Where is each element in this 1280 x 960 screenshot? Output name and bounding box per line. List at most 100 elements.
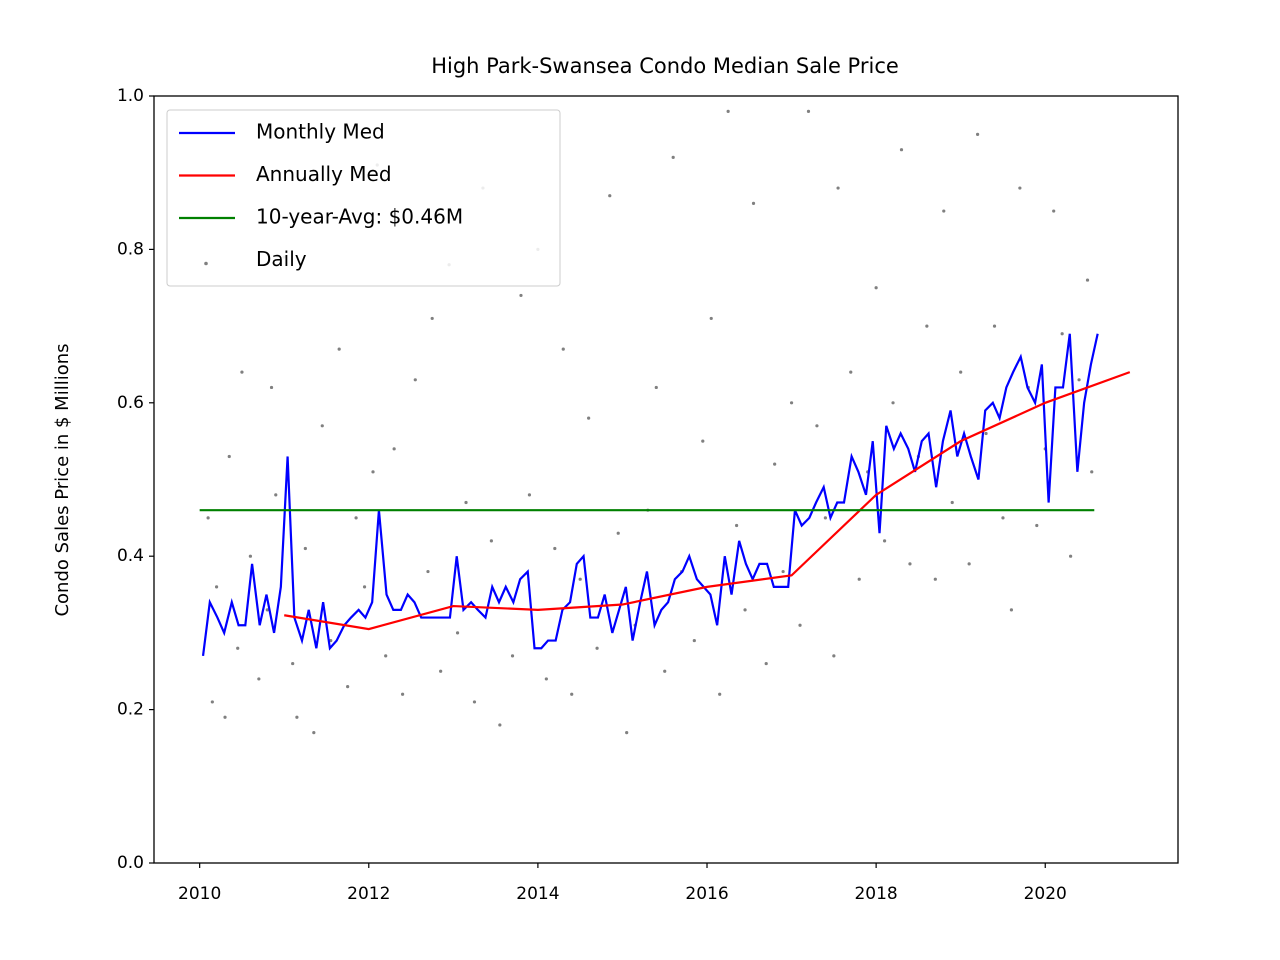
daily-point	[354, 516, 358, 520]
daily-point	[836, 186, 840, 190]
daily-point	[933, 577, 937, 581]
daily-point	[214, 585, 219, 589]
daily-point	[1052, 209, 1056, 213]
daily-point	[663, 669, 667, 673]
daily-point	[950, 500, 954, 505]
daily-point	[439, 669, 443, 673]
daily-point	[227, 454, 231, 459]
daily-point	[240, 370, 244, 374]
daily-point	[595, 646, 599, 650]
daily-point	[891, 401, 895, 405]
daily-point	[392, 447, 396, 451]
legend-box	[166, 109, 561, 287]
daily-point	[265, 608, 269, 612]
daily-point	[312, 731, 316, 735]
legend-label: 10-year-Avg: $0.46M	[256, 205, 463, 229]
daily-point	[291, 661, 295, 666]
daily-point	[269, 385, 274, 390]
x-tick-label: 2020	[1024, 884, 1067, 904]
daily-point	[384, 654, 388, 658]
daily-point	[206, 516, 210, 520]
daily-point	[274, 493, 278, 497]
x-tick-label: 2016	[685, 884, 728, 904]
daily-point	[527, 493, 532, 497]
daily-point	[908, 562, 912, 566]
legend-label: Annually Med	[256, 162, 392, 186]
y-tick-label: 0.4	[117, 546, 144, 566]
daily-point	[223, 715, 227, 719]
daily-point	[798, 623, 802, 627]
daily-point	[426, 569, 430, 574]
daily-point	[781, 569, 785, 574]
daily-point	[992, 324, 997, 328]
daily-point	[899, 148, 904, 152]
daily-point	[1018, 186, 1022, 190]
daily-point	[1090, 470, 1094, 474]
daily-point	[544, 677, 548, 681]
daily-point	[236, 646, 240, 650]
legend-label: Monthly Med	[256, 120, 385, 144]
daily-point	[1077, 378, 1081, 382]
daily-point	[413, 378, 417, 382]
daily-point	[561, 347, 565, 351]
daily-point	[701, 439, 705, 443]
y-tick-label: 0.2	[117, 700, 144, 720]
daily-point	[726, 109, 730, 113]
daily-point	[857, 577, 861, 581]
daily-point	[625, 731, 629, 735]
daily-point	[692, 638, 696, 643]
daily-point	[773, 462, 777, 466]
x-tick-label: 2010	[178, 884, 221, 904]
legend: Monthly Med Annually Med 10-year-Avg: $0.4…	[166, 109, 561, 287]
daily-point	[1009, 608, 1014, 612]
y-tick-label: 0.8	[117, 239, 144, 259]
chart-title: High Park-Swansea Condo Median Sale Pric…	[431, 54, 899, 78]
daily-point	[578, 577, 582, 581]
daily-point	[1035, 523, 1039, 528]
x-tick-label: 2014	[516, 884, 559, 904]
daily-point	[806, 109, 811, 113]
daily-point	[1001, 516, 1005, 520]
daily-point	[401, 692, 405, 696]
daily-point	[789, 401, 794, 405]
daily-point	[751, 201, 756, 205]
daily-point	[832, 654, 836, 658]
x-tick-label: 2018	[854, 884, 897, 904]
daily-point	[346, 684, 350, 689]
daily-point	[1060, 332, 1064, 336]
daily-point	[587, 416, 591, 420]
daily-point	[570, 692, 574, 696]
daily-point	[616, 531, 620, 535]
daily-point	[671, 155, 675, 159]
daily-point	[709, 316, 713, 321]
daily-point	[210, 700, 214, 704]
daily-point	[257, 677, 261, 681]
daily-point	[472, 700, 477, 704]
daily-point	[764, 661, 768, 666]
daily-point	[371, 470, 375, 474]
daily-point	[959, 370, 963, 374]
daily-point	[489, 539, 493, 543]
daily-point	[743, 608, 747, 612]
daily-point	[464, 500, 468, 505]
daily-point	[519, 293, 523, 298]
daily-point	[849, 370, 853, 374]
plot-area	[199, 109, 1131, 735]
daily-point	[1069, 554, 1073, 558]
axes-frame	[153, 95, 1179, 864]
daily-point	[455, 631, 460, 635]
daily-point	[303, 546, 307, 551]
daily-point	[1085, 278, 1090, 282]
daily-point	[815, 424, 819, 428]
daily-point	[735, 523, 739, 528]
daily-point	[248, 554, 252, 558]
y-tick-label: 1.0	[117, 86, 144, 106]
daily-point	[337, 347, 341, 351]
series-line	[201, 333, 1099, 657]
legend-label: Daily	[256, 247, 307, 271]
legend-marker	[204, 261, 208, 266]
daily-point	[295, 715, 299, 719]
series-line	[284, 371, 1131, 631]
